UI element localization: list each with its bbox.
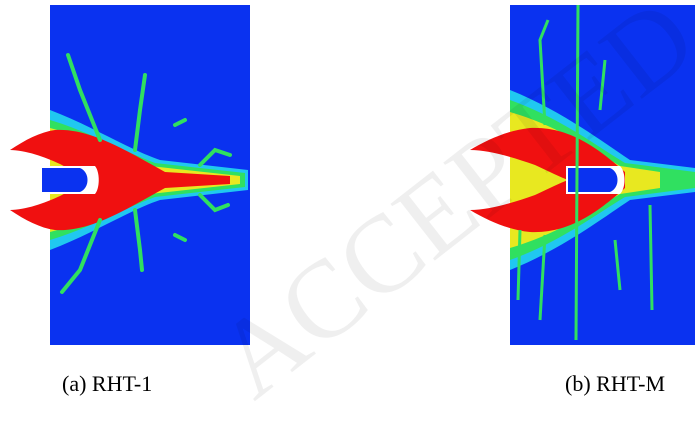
caption: (a) RHT-1 xyxy=(62,371,152,396)
panel-b-image xyxy=(470,4,695,345)
caption: (b) RHT-M xyxy=(565,371,665,396)
panel-a-image xyxy=(10,5,250,345)
